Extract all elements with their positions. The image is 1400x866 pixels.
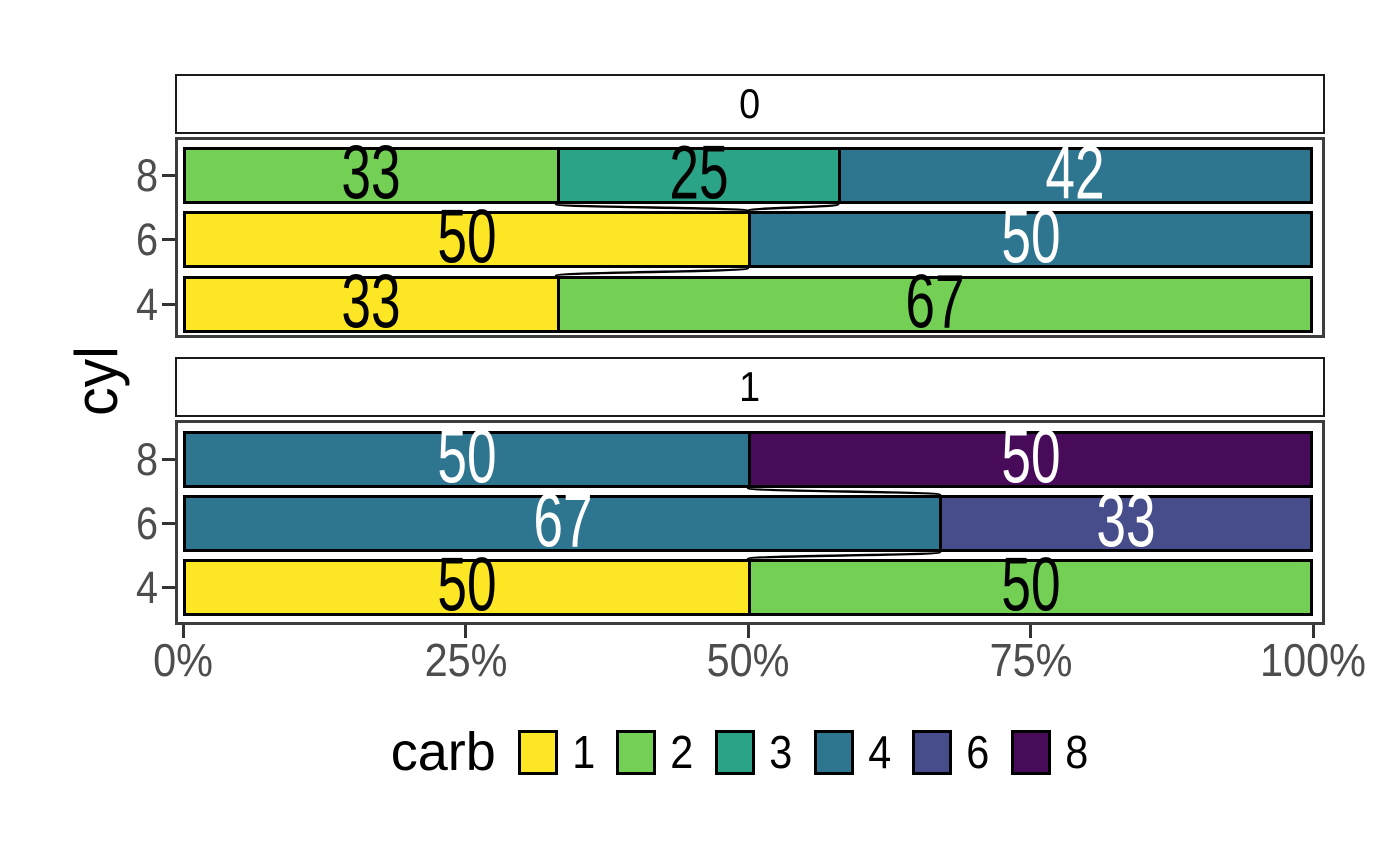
bar-segment: 50 xyxy=(186,547,748,623)
x-tick xyxy=(1029,625,1032,638)
legend-item: 6 xyxy=(912,729,991,775)
bar-row: 33 67 xyxy=(183,264,1313,340)
y-axis-title-text: cyl xyxy=(63,346,130,416)
x-tick xyxy=(746,625,750,638)
legend-item-label: 2 xyxy=(670,726,694,778)
facet-strip: 1 xyxy=(175,357,1325,417)
bar-segment: 50 xyxy=(748,419,1310,495)
bar-segment: 67 xyxy=(186,483,940,559)
legend-item: 3 xyxy=(714,726,794,778)
legend-swatch xyxy=(912,729,953,775)
bar-value-label: 33 xyxy=(341,259,402,345)
bar-value-label: 42 xyxy=(1045,130,1106,216)
bar-value-label: 25 xyxy=(669,130,729,216)
x-tick xyxy=(181,625,185,638)
y-tick-label-text: 8 xyxy=(135,149,158,201)
x-tick-label: 100% xyxy=(1260,634,1366,686)
y-tick xyxy=(162,586,175,589)
y-tick xyxy=(162,174,175,177)
x-tick xyxy=(1311,625,1315,638)
y-tick-label-text: 8 xyxy=(135,433,158,485)
bar-segment: 50 xyxy=(186,419,748,495)
y-tick xyxy=(162,458,175,461)
y-tick-label-text: 6 xyxy=(135,497,158,549)
legend-item: 2 xyxy=(616,729,695,775)
bar-segment: 50 xyxy=(748,199,1310,275)
bar-value-label: 50 xyxy=(437,414,497,500)
bar-value-label: 33 xyxy=(1096,478,1156,564)
legend-item-label: 3 xyxy=(769,726,793,778)
bar-segment: 50 xyxy=(748,547,1310,623)
x-tick xyxy=(464,625,467,638)
bar-segment: 50 xyxy=(186,199,748,275)
y-tick-label: 4 xyxy=(62,278,158,330)
bar-value-label: 50 xyxy=(1000,414,1061,500)
legend-item: 1 xyxy=(517,726,597,778)
legend-item-label: 8 xyxy=(1064,726,1089,778)
y-tick-label: 6 xyxy=(62,213,158,265)
bar-row: 33 25 42 xyxy=(183,135,1313,211)
y-tick xyxy=(162,238,175,241)
y-tick xyxy=(162,303,175,306)
bar-segment: 33 xyxy=(186,264,557,340)
y-tick-label-text: 6 xyxy=(135,213,158,265)
legend-item-label: 1 xyxy=(572,726,596,778)
legend: carb 1 2 3 4 6 8 xyxy=(175,712,1325,792)
legend-swatch xyxy=(1010,729,1051,775)
bar-row: 50 50 xyxy=(183,419,1313,495)
x-tick-label: 0% xyxy=(153,634,213,686)
legend-swatch xyxy=(813,729,854,775)
facet-strip-label: 1 xyxy=(739,363,761,410)
bar-value-label: 50 xyxy=(1000,194,1061,280)
y-tick-label: 4 xyxy=(62,561,158,613)
bar-value-label: 50 xyxy=(1000,542,1061,628)
legend-item: 4 xyxy=(813,726,893,778)
legend-item-label: 4 xyxy=(867,726,891,778)
bar-value-label: 50 xyxy=(437,194,497,280)
legend-swatch xyxy=(517,729,558,775)
legend-swatch xyxy=(714,729,755,775)
legend-swatch xyxy=(616,729,657,775)
bar-value-label: 33 xyxy=(341,130,402,216)
bar-row: 50 50 xyxy=(183,199,1313,275)
x-tick-label: 75% xyxy=(989,634,1072,686)
bar-segment: 25 xyxy=(556,135,838,211)
y-tick-label: 8 xyxy=(62,149,158,201)
facet-strip-label: 0 xyxy=(739,80,761,127)
legend-item-label: 6 xyxy=(966,726,990,778)
bar-row: 67 33 xyxy=(183,483,1313,559)
x-tick-label: 25% xyxy=(424,634,507,686)
bar-row: 50 50 xyxy=(183,547,1313,623)
legend-title: carb xyxy=(390,722,496,782)
x-tick-label: 50% xyxy=(706,634,790,686)
facet-strip: 0 xyxy=(175,74,1325,134)
legend-item: 8 xyxy=(1010,726,1090,778)
y-tick-label: 6 xyxy=(62,497,158,549)
y-tick-label-text: 4 xyxy=(135,561,158,613)
bar-segment: 42 xyxy=(837,135,1310,211)
bar-value-label: 67 xyxy=(532,478,593,564)
y-tick-label-text: 4 xyxy=(135,278,158,330)
y-tick xyxy=(162,522,175,525)
bar-segment: 67 xyxy=(556,264,1310,340)
bar-segment: 33 xyxy=(939,483,1310,559)
bar-value-label: 67 xyxy=(905,259,965,345)
bar-value-label: 50 xyxy=(437,542,497,628)
bar-segment: 33 xyxy=(186,135,557,211)
y-tick-label: 8 xyxy=(62,433,158,485)
